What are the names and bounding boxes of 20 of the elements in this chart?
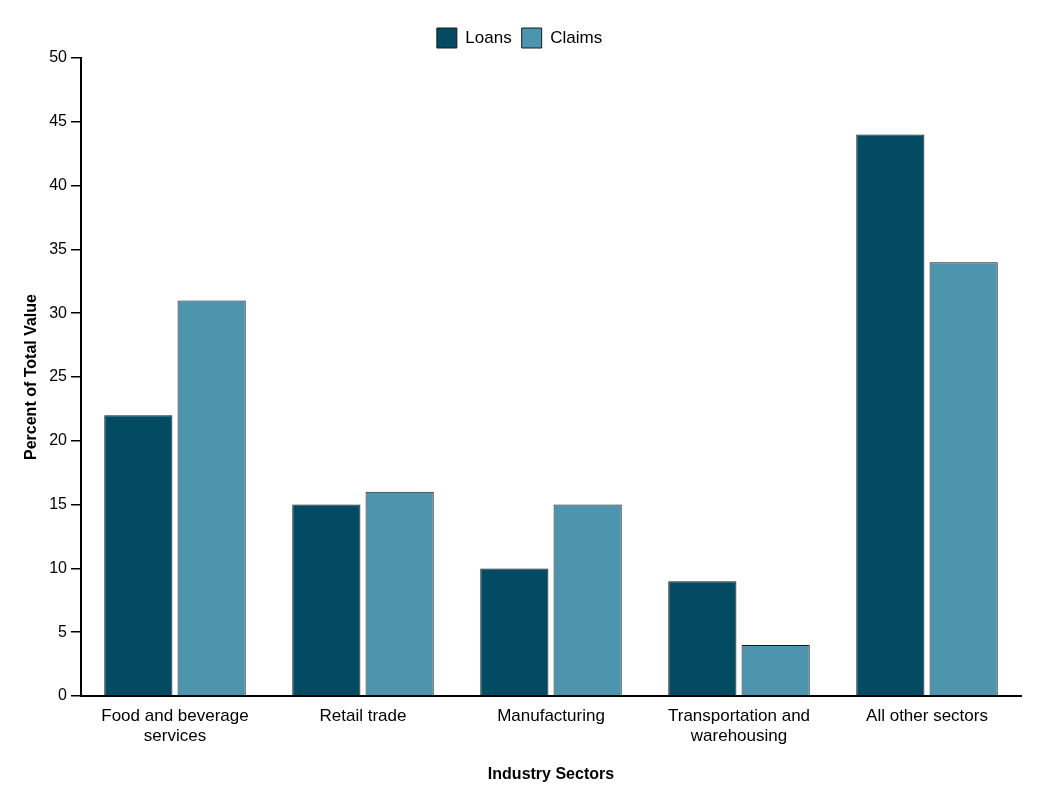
y-tick-label: 50	[49, 48, 68, 66]
y-tick-label: 35	[49, 239, 68, 257]
y-tick-label: 45	[49, 112, 68, 130]
legend-label: Claims	[550, 27, 603, 47]
x-tick-label: All other sectors	[866, 705, 988, 725]
y-tick-label: 5	[58, 622, 68, 640]
y-tick-label: 30	[49, 303, 68, 321]
x-tick-label: Manufacturing	[497, 705, 605, 725]
y-tick-label: 0	[58, 686, 68, 704]
legend-label: Loans	[465, 27, 512, 47]
x-tick-label: Food and beverage services	[101, 705, 249, 746]
y-tick-label: 10	[49, 558, 68, 576]
y-tick-label: 25	[49, 367, 68, 385]
y-tick-label: 20	[49, 431, 68, 449]
y-tick-label: 15	[49, 495, 68, 513]
y-tick-label: 40	[49, 176, 68, 194]
x-axis-title: Industry Sectors	[487, 764, 615, 782]
y-axis-title: Percent of Total Value	[22, 293, 40, 460]
x-tick-label: Transportation and warehousing	[667, 705, 811, 746]
x-tick-label: Retail trade	[319, 705, 407, 725]
